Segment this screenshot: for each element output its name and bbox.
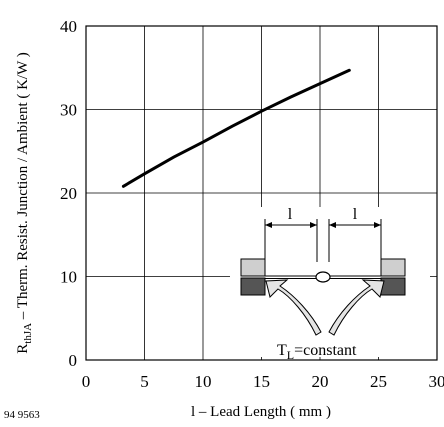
condition-rest: =constant	[294, 342, 357, 359]
y-axis-label-rest: – Therm. Resist. Junction / Ambient ( K/…	[15, 52, 31, 323]
x-tick-label: 15	[253, 372, 270, 391]
heat-flow-arrow-right	[328, 279, 385, 336]
series-line	[121, 68, 351, 188]
dimension-arrow	[329, 222, 336, 228]
dimension-arrow	[310, 222, 317, 228]
dimension-label-right: l	[353, 206, 358, 223]
heatsink-right-top	[380, 258, 406, 277]
y-tick-label: 10	[60, 268, 77, 287]
x-tick-label: 10	[195, 372, 212, 391]
y-tick-label: 0	[69, 351, 78, 370]
y-axis-label-subscript: thJA	[22, 323, 34, 344]
plot-frame	[85, 25, 438, 361]
heatsink-left-top	[240, 258, 266, 277]
x-tick-label: 20	[312, 372, 329, 391]
figure-id: 94 9563	[4, 409, 40, 421]
y-tick-labels: 0 10 20 30 40	[60, 17, 77, 370]
y-axis-label: RthJA – Therm. Resist. Junction / Ambien…	[15, 52, 34, 353]
inset-diagram: l l TL=constant	[230, 206, 430, 362]
x-axis-label: l – Lead Length ( mm )	[191, 404, 331, 420]
x-tick-label: 0	[82, 372, 91, 391]
x-tick-label: 25	[370, 372, 387, 391]
x-tick-label: 5	[140, 372, 149, 391]
dimension-arrow	[265, 222, 272, 228]
diode-body	[315, 271, 331, 283]
y-tick-label: 30	[60, 101, 77, 120]
condition-subscript: L	[287, 348, 294, 362]
heat-flow-arrow-left	[265, 279, 322, 336]
x-tick-labels: 0 5 10 15 20 25 30	[82, 372, 444, 391]
y-tick-label: 20	[60, 184, 77, 203]
y-tick-label: 40	[60, 17, 77, 36]
inset-condition: TL=constant	[277, 342, 357, 362]
condition-main: T	[277, 342, 287, 359]
x-tick-label: 30	[429, 372, 444, 391]
dimension-arrow	[374, 222, 381, 228]
y-axis-label-main: R	[15, 344, 31, 354]
heatsink-left-bottom	[240, 277, 266, 296]
dimension-label-left: l	[288, 206, 293, 223]
